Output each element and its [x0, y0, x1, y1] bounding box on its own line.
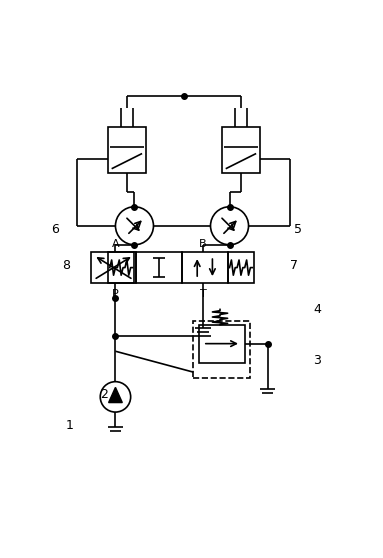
Text: 8: 8 [62, 259, 70, 272]
Text: A: A [111, 239, 119, 248]
Text: 3: 3 [313, 354, 321, 367]
Bar [182, 252, 228, 283]
Bar [193, 321, 250, 378]
Bar [91, 252, 136, 283]
Bar [199, 325, 245, 363]
Text: 2: 2 [100, 388, 108, 401]
Text: 5: 5 [294, 223, 302, 236]
Text: 7: 7 [290, 259, 298, 272]
Text: 6: 6 [51, 223, 59, 236]
Text: 1: 1 [66, 419, 74, 432]
Bar [228, 252, 254, 283]
Text: 4: 4 [313, 303, 321, 316]
Text: T: T [200, 288, 206, 299]
Bar [136, 252, 182, 283]
Bar [108, 252, 134, 283]
Text: P: P [112, 288, 119, 299]
Text: B: B [199, 239, 207, 248]
Bar [108, 127, 146, 172]
Polygon shape [109, 387, 122, 402]
Bar [222, 127, 260, 172]
